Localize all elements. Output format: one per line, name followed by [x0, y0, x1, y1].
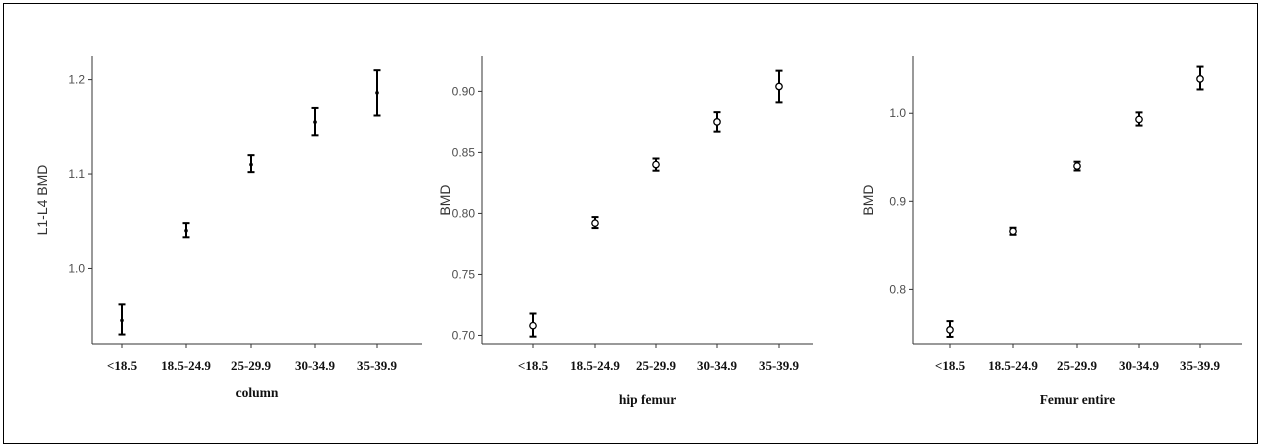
mean-point: [1196, 75, 1204, 83]
mean-point: [775, 82, 783, 91]
mean-point: [120, 318, 124, 323]
mean-point: [313, 120, 317, 124]
x-tick-label: 30-34.9: [295, 358, 336, 373]
y-axis-title: BMD: [437, 184, 453, 215]
x-tick-label: 18.5-24.9: [570, 358, 620, 373]
mean-point: [652, 160, 660, 169]
x-tick-label: 30-34.9: [1119, 358, 1160, 373]
y-tick-label: 0.9: [889, 194, 906, 208]
chart-panel-1: 1.0 1.1 1.2 <18.5 18.5-24.9 25-29.9 30-34.9 35-…: [34, 56, 422, 400]
y-axis-title: L1-L4 BMD: [34, 165, 50, 236]
y-tick-label: 0.80: [452, 206, 476, 220]
x-axis-title: Femur entire: [1040, 392, 1116, 407]
y-tick-label: 0.85: [452, 145, 476, 159]
y-tick-label: 1.1: [68, 167, 85, 181]
mean-point: [249, 162, 253, 167]
x-tick-label: 25-29.9: [231, 358, 272, 373]
x-tick-label: <18.5: [518, 358, 549, 373]
chart-panel-2: 0.70 0.75 0.80 0.85 0.90 <18.5 18.5-24.9 25-29.…: [437, 56, 813, 407]
mean-point: [1073, 162, 1081, 170]
x-tick-label: <18.5: [935, 358, 966, 373]
mean-point: [375, 91, 379, 95]
y-tick-label: 0.90: [452, 84, 476, 98]
mean-point: [591, 219, 599, 228]
y-tick-label: 1.0: [889, 106, 906, 120]
mean-point: [1009, 227, 1017, 236]
y-tick-label: 0.75: [452, 267, 476, 281]
x-tick-label: 35-39.9: [357, 358, 398, 373]
x-tick-label: 35-39.9: [1180, 358, 1221, 373]
chart-panel-3: 0.8 0.9 1.0 <18.5 18.5-24.9 25-29.9 30-34.9 35-…: [860, 56, 1242, 407]
figure-frame: [3, 3, 1258, 444]
x-axis-title: column: [236, 385, 279, 400]
y-tick-label: 0.8: [889, 282, 906, 296]
x-tick-label: 18.5-24.9: [161, 358, 211, 373]
y-tick-label: 1.2: [68, 73, 85, 87]
x-tick-label: 30-34.9: [697, 358, 738, 373]
mean-point: [713, 118, 721, 126]
mean-point: [184, 228, 188, 233]
x-tick-label: 25-29.9: [636, 358, 677, 373]
x-tick-label: 18.5-24.9: [988, 358, 1038, 373]
x-axis-title: hip femur: [619, 392, 676, 407]
mean-point: [529, 321, 537, 330]
y-tick-label: 0.70: [452, 328, 476, 342]
x-tick-label: <18.5: [107, 358, 138, 373]
y-axis-title: BMD: [860, 184, 876, 215]
y-tick-label: 1.0: [68, 261, 85, 275]
x-tick-label: 25-29.9: [1057, 358, 1098, 373]
x-tick-label: 35-39.9: [759, 358, 800, 373]
mean-point: [946, 326, 954, 334]
mean-point: [1135, 115, 1143, 124]
